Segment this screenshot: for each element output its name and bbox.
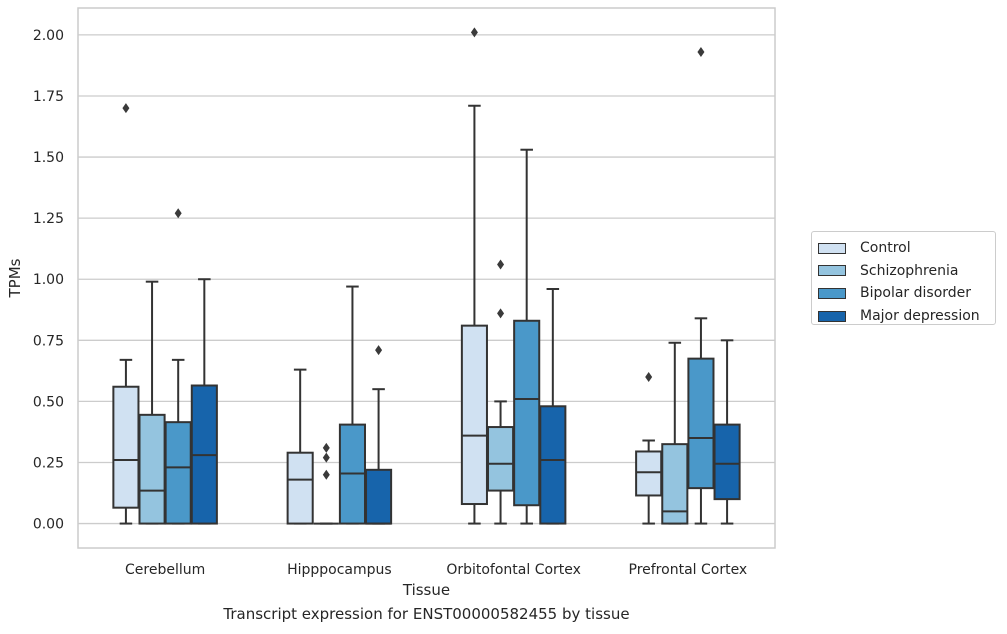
box	[112, 103, 140, 525]
y-tick-label: 0.00	[33, 517, 64, 533]
x-tick-label: Prefrontal Cortex	[629, 562, 748, 578]
box	[661, 341, 689, 525]
box	[713, 339, 741, 525]
box-iqr	[713, 423, 741, 501]
y-tick-label: 1.75	[33, 89, 64, 105]
y-tick-labels: 0.00 0.25 0.50 0.75 1.00 1.25 1.50 1.75 2.00	[33, 28, 64, 533]
legend-item-control: Control	[818, 237, 995, 260]
x-tick-label: Cerebellum	[125, 562, 205, 578]
outlier-point	[645, 371, 653, 382]
chart-caption: Transcript expression for ENST0000058245…	[223, 605, 630, 623]
box-iqr	[539, 405, 567, 525]
legend-item-schizophrenia: Schizophrenia	[818, 260, 995, 283]
x-tick-label: Hipppocampus	[287, 562, 392, 578]
x-tick-labels: Cerebellum Hipppocampus Orbitofontal Corte…	[125, 562, 747, 578]
legend-swatch	[818, 310, 846, 322]
box	[539, 287, 567, 525]
box-iqr	[460, 324, 488, 506]
box	[338, 285, 366, 525]
y-tick-label: 1.00	[33, 272, 64, 288]
box	[190, 278, 218, 525]
legend-label: Control	[860, 240, 911, 257]
box-iqr	[365, 468, 393, 525]
outlier-point	[122, 103, 130, 114]
outlier-point	[375, 345, 383, 356]
box-iqr	[661, 443, 689, 525]
outlier-point	[322, 452, 330, 463]
box-layer	[112, 27, 741, 525]
y-tick-label: 1.25	[33, 211, 64, 227]
y-tick-label: 0.25	[33, 455, 64, 471]
box	[687, 46, 715, 525]
box-iqr	[687, 357, 715, 490]
box-iqr	[487, 426, 515, 492]
x-axis-label: Tissue	[402, 581, 450, 599]
box	[313, 442, 339, 525]
legend-swatch	[818, 242, 846, 254]
outlier-point	[497, 308, 505, 319]
y-tick-label: 1.50	[33, 150, 64, 166]
box	[138, 280, 166, 525]
plot-area-frame	[77, 7, 776, 549]
box	[487, 259, 515, 525]
y-tick-label: 2.00	[33, 28, 64, 44]
legend-swatch	[818, 265, 846, 277]
x-tick-label: Orbitofontal Cortex	[446, 562, 581, 578]
box-iqr	[513, 319, 541, 507]
box	[365, 345, 393, 525]
legend-label: Schizophrenia	[860, 262, 959, 279]
legend: Control Schizophrenia Bipolar disorder M…	[811, 231, 996, 325]
box	[513, 148, 541, 525]
box	[286, 368, 314, 525]
legend-item-bipolar-disorder: Bipolar disorder	[818, 282, 995, 305]
box	[460, 27, 488, 525]
outlier-point	[322, 442, 330, 453]
outlier-point	[322, 469, 330, 480]
legend-item-major-depression: Major depression	[818, 305, 995, 328]
legend-label: Major depression	[860, 308, 980, 325]
outlier-point	[697, 46, 705, 57]
y-tick-label: 0.75	[33, 333, 64, 349]
outlier-point	[497, 259, 505, 270]
legend-label: Bipolar disorder	[860, 285, 972, 302]
box-iqr	[635, 450, 663, 497]
box	[164, 208, 192, 525]
outlier-point	[470, 27, 478, 38]
y-axis-label: TPMs	[6, 258, 24, 298]
box	[635, 371, 663, 525]
legend-swatch	[818, 287, 846, 299]
outlier-point	[174, 208, 182, 219]
box-iqr	[138, 413, 166, 525]
box-iqr	[286, 451, 314, 525]
y-tick-label: 0.50	[33, 394, 64, 410]
box-iqr	[164, 421, 192, 525]
box-iqr	[112, 385, 140, 509]
